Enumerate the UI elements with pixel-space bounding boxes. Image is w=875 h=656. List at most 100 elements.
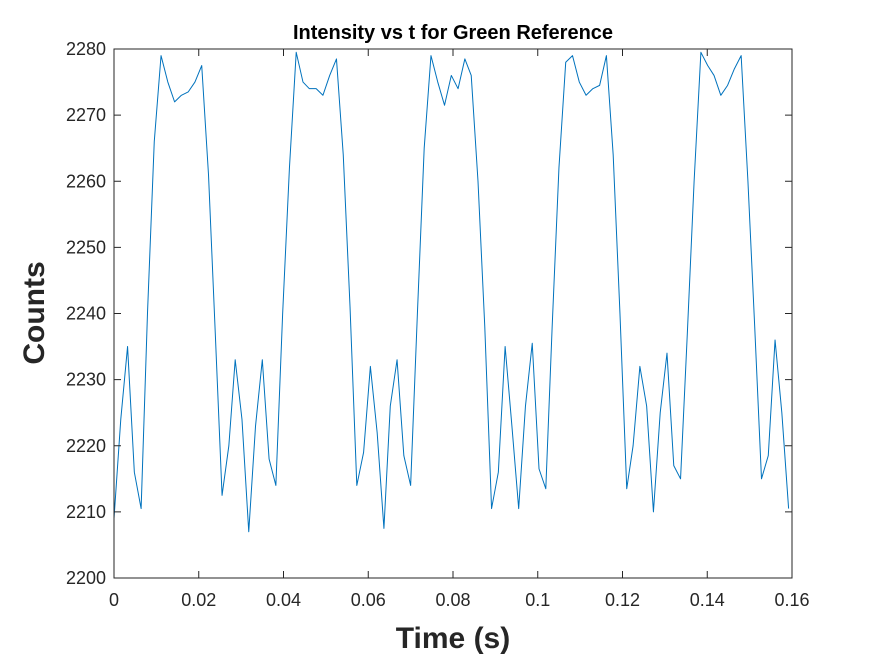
y-axis-ticks: 2200 2210 2220 2230 2240 2250 2260 2270 2280 (66, 39, 792, 588)
data-point (713, 75, 714, 76)
data-point (552, 326, 553, 327)
data-point (464, 58, 465, 59)
data-point (613, 154, 614, 155)
y-tick-label: 2220 (66, 436, 106, 456)
x-tick-label: 0.12 (605, 590, 640, 610)
data-point (491, 508, 492, 509)
data-point (694, 181, 695, 182)
data-point (606, 55, 607, 56)
y-tick-label: 2250 (66, 237, 106, 257)
x-tick-label: 0.16 (774, 590, 809, 610)
data-point (430, 55, 431, 56)
data-point (761, 478, 762, 479)
x-axis-label: Time (s) (396, 622, 510, 655)
y-tick-label: 2200 (66, 568, 106, 588)
data-point (282, 313, 283, 314)
data-point (316, 88, 317, 89)
data-point (477, 181, 478, 182)
data-point (201, 65, 202, 66)
data-point (626, 488, 627, 489)
data-point (147, 313, 148, 314)
data-point (781, 412, 782, 413)
chart-title: Intensity vs t for Green Reference (293, 22, 613, 44)
data-point (424, 148, 425, 149)
data-point (309, 88, 310, 89)
data-point (383, 528, 384, 529)
data-point (127, 346, 128, 347)
data-point (741, 55, 742, 56)
x-tick-label: 0.02 (181, 590, 216, 610)
x-tick-label: 0.1 (525, 590, 550, 610)
y-tick-label: 2210 (66, 502, 106, 522)
data-point (241, 419, 242, 420)
data-point (120, 419, 121, 420)
data-point (444, 105, 445, 106)
data-point (262, 359, 263, 360)
data-point (228, 445, 229, 446)
data-point (585, 95, 586, 96)
data-point (680, 478, 681, 479)
data-point (296, 52, 297, 53)
data-point (215, 333, 216, 334)
y-tick-label: 2260 (66, 171, 106, 191)
data-point (437, 81, 438, 82)
data-point (558, 167, 559, 168)
data-point (289, 167, 290, 168)
data-point (632, 445, 633, 446)
data-point (181, 95, 182, 96)
data-point (167, 81, 168, 82)
data-point (646, 405, 647, 406)
y-tick-label: 2270 (66, 105, 106, 125)
data-point (268, 458, 269, 459)
data-point (417, 313, 418, 314)
data-point (498, 472, 499, 473)
x-axis-ticks: 0 0.02 0.04 0.06 0.08 0.1 0.12 0.14 0.16 (109, 49, 810, 610)
data-point (396, 359, 397, 360)
data-point (518, 508, 519, 509)
data-point (599, 85, 600, 86)
data-point (511, 425, 512, 426)
data-point (141, 508, 142, 509)
data-point (572, 55, 573, 56)
data-point (403, 455, 404, 456)
data-point (457, 88, 458, 89)
data-point (160, 55, 161, 56)
data-point (275, 485, 276, 486)
data-point (390, 405, 391, 406)
data-point (255, 425, 256, 426)
y-tick-label: 2230 (66, 370, 106, 390)
data-point (329, 75, 330, 76)
data-point (687, 333, 688, 334)
data-point (619, 313, 620, 314)
data-point (788, 508, 789, 509)
data-point (370, 366, 371, 367)
x-tick-label: 0 (109, 590, 119, 610)
x-tick-label: 0.08 (435, 590, 470, 610)
data-point (545, 488, 546, 489)
data-point (248, 531, 249, 532)
data-point (471, 75, 472, 76)
data-point (188, 91, 189, 92)
series-layer (113, 51, 790, 533)
data-point (343, 154, 344, 155)
data-point (700, 52, 701, 53)
data-point (720, 95, 721, 96)
data-point (349, 306, 350, 307)
plot-area (114, 49, 792, 578)
data-point (754, 326, 755, 327)
data-point (451, 75, 452, 76)
data-point (235, 359, 236, 360)
data-point (660, 412, 661, 413)
data-point (774, 339, 775, 340)
data-point (727, 85, 728, 86)
data-point (734, 68, 735, 69)
data-point (174, 101, 175, 102)
data-point (666, 353, 667, 354)
data-point (154, 141, 155, 142)
data-point (592, 88, 593, 89)
data-point (505, 346, 506, 347)
series-line (113, 51, 790, 533)
data-point (707, 65, 708, 66)
data-point (484, 326, 485, 327)
y-tick-label: 2280 (66, 39, 106, 59)
